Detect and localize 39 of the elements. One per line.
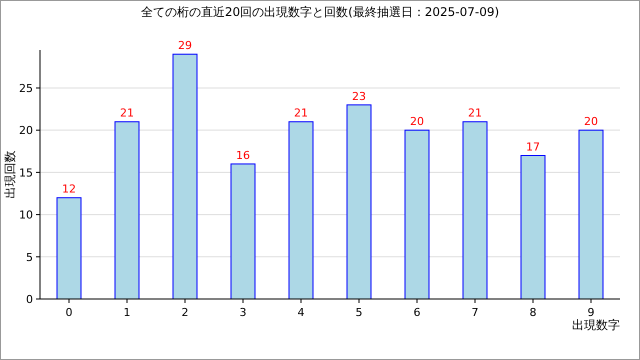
bar bbox=[404, 130, 430, 300]
y-tick-label: 15 bbox=[19, 166, 33, 180]
x-tick-label: 1 bbox=[124, 306, 130, 319]
data-label: 21 bbox=[294, 106, 308, 120]
data-label: 23 bbox=[352, 90, 366, 103]
bar bbox=[346, 104, 372, 300]
bar bbox=[172, 54, 198, 300]
data-label: 21 bbox=[468, 106, 482, 120]
y-tick-label: 10 bbox=[19, 208, 33, 222]
x-tick-label: 3 bbox=[240, 306, 246, 319]
x-tick-label: 8 bbox=[530, 306, 536, 319]
data-label: 16 bbox=[236, 148, 250, 162]
bar bbox=[578, 130, 604, 300]
data-label: 12 bbox=[62, 182, 76, 196]
x-tick-label: 5 bbox=[356, 306, 362, 319]
y-tick-label: 25 bbox=[19, 82, 33, 95]
data-label: 29 bbox=[178, 39, 192, 52]
bar bbox=[230, 163, 256, 300]
bar bbox=[520, 155, 546, 300]
y-axis-title: 出現回数 bbox=[3, 150, 17, 198]
bar bbox=[462, 121, 488, 300]
x-tick-label: 7 bbox=[472, 306, 478, 319]
data-label: 17 bbox=[526, 140, 540, 154]
data-label: 21 bbox=[120, 106, 134, 120]
chart-title: 全ての桁の直近20回の出現数字と回数(最終抽選日：2025-07-09) bbox=[140, 5, 500, 19]
bar bbox=[288, 121, 314, 300]
x-tick-label: 0 bbox=[66, 306, 72, 319]
y-tick-label: 20 bbox=[19, 124, 33, 138]
data-label: 20 bbox=[584, 115, 598, 128]
y-tick-label: 0 bbox=[26, 293, 33, 306]
x-axis-title: 出現数字 bbox=[572, 318, 620, 332]
data-label: 20 bbox=[410, 115, 424, 128]
x-tick-label: 4 bbox=[298, 306, 304, 319]
bar bbox=[56, 197, 82, 300]
x-tick-label: 2 bbox=[182, 306, 188, 319]
x-tick-label: 9 bbox=[588, 306, 594, 319]
y-tick-label: 5 bbox=[26, 250, 33, 264]
bar bbox=[114, 121, 140, 300]
x-tick-label: 6 bbox=[414, 306, 420, 319]
